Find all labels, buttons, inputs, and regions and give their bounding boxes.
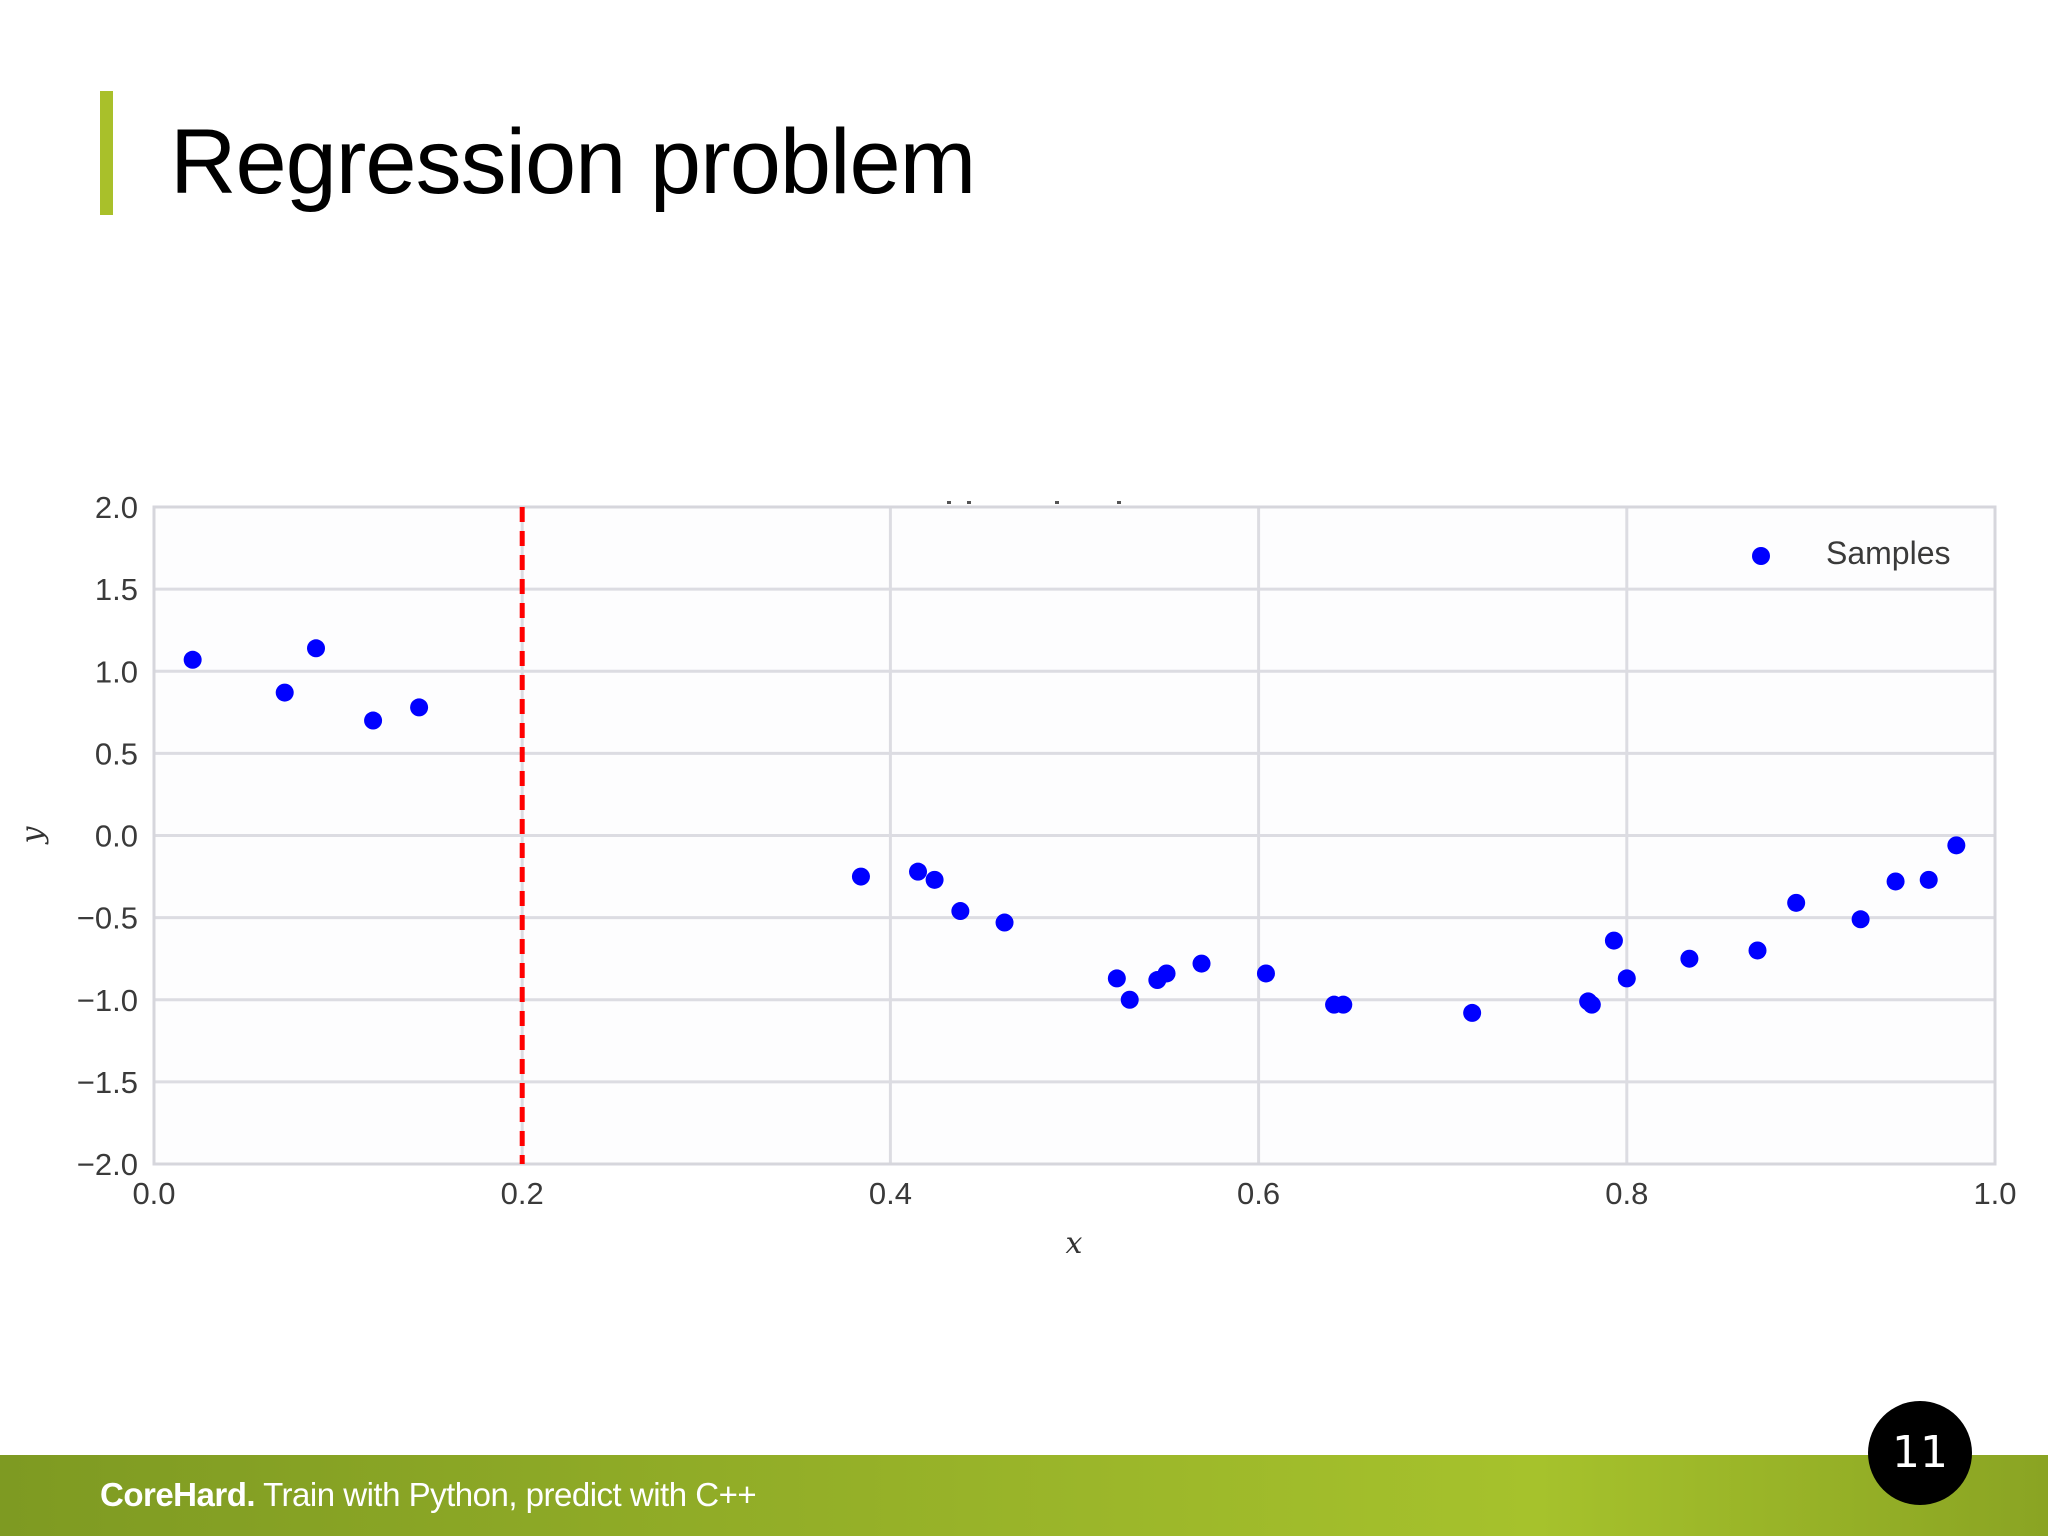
- x-tick-label: 0.4: [869, 1176, 912, 1211]
- data-point: [1463, 1003, 1482, 1022]
- data-point: [1256, 964, 1275, 983]
- footer-text: CoreHard. Train with Python, predict wit…: [100, 1473, 757, 1517]
- data-point: [995, 913, 1014, 932]
- chart-canvas: 2.01.51.00.50.0−0.5−1.0−1.5−2.0 0.0 0.2 0.…: [15, 490, 2017, 1261]
- data-point: [275, 683, 294, 702]
- data-point: [1919, 870, 1938, 889]
- title-remnant-mark: [947, 501, 951, 504]
- y-tick-label: 2.0: [95, 490, 138, 525]
- data-point: [1604, 931, 1623, 950]
- x-tick-label: 0.2: [501, 1176, 544, 1211]
- data-point: [1120, 990, 1139, 1009]
- footer-brand: CoreHard.: [100, 1476, 256, 1513]
- footer-tagline: Train with Python, predict with C++: [255, 1476, 757, 1513]
- x-tick-label: 0.8: [1605, 1176, 1648, 1211]
- data-point: [410, 698, 429, 717]
- x-tick-label: 0.0: [132, 1176, 175, 1211]
- data-point: [1582, 995, 1601, 1014]
- y-tick-label: 0.0: [95, 819, 138, 854]
- title-accent-bar: [100, 91, 113, 215]
- y-tick-label: −2.0: [77, 1147, 138, 1182]
- footer-bar: CoreHard. Train with Python, predict wit…: [0, 1455, 2048, 1536]
- data-point: [1157, 964, 1176, 983]
- y-axis-label: y: [15, 825, 50, 845]
- page-number-badge: 11: [1868, 1401, 1972, 1505]
- plot-area: [152, 505, 1997, 1166]
- data-point: [364, 711, 383, 730]
- data-point: [1748, 941, 1767, 960]
- data-point: [1334, 995, 1353, 1014]
- y-tick-label: 1.0: [95, 654, 138, 689]
- title-remnant-mark: [1055, 501, 1059, 504]
- data-point: [1617, 969, 1636, 988]
- y-tick-label: −0.5: [77, 901, 138, 936]
- y-axis-ticks: 2.0 1.5 1.0 0.5 0.0 −0.5 −1.0 −1.5 −2.0: [77, 490, 138, 1182]
- legend-label: Samples: [1826, 535, 1951, 571]
- legend-marker-icon: [1752, 547, 1770, 565]
- data-point: [925, 870, 944, 889]
- x-tick-label: 0.6: [1237, 1176, 1280, 1211]
- data-point: [951, 902, 970, 921]
- y-tick-label: −1.0: [77, 983, 138, 1018]
- x-axis-label: x: [1066, 1226, 1083, 1261]
- cut-off-title-remnant: [947, 501, 1121, 504]
- scatter-chart: 2.0 1.5 1.0 0.5 0.0 −0.5 −1.0 −1.5 −2.0 0.0 0.2 0.…: [0, 470, 2048, 1270]
- samples-series: [183, 639, 1966, 1022]
- chart-legend: Samples: [1752, 535, 1951, 571]
- data-point: [851, 867, 870, 886]
- data-point: [909, 862, 928, 881]
- x-axis-ticks: 0.0 0.2 0.4 0.6 0.8 1.0: [132, 1176, 2016, 1211]
- chart-grid: [152, 505, 1997, 1166]
- data-point: [1680, 949, 1699, 968]
- y-tick-label: 0.5: [95, 736, 138, 771]
- y-tick-label: 1.5: [95, 572, 138, 607]
- data-point: [1851, 910, 1870, 929]
- x-tick-label: 1.0: [1973, 1176, 2016, 1211]
- title-remnant-mark: [1117, 501, 1121, 504]
- data-point: [1886, 872, 1905, 891]
- data-point: [183, 650, 202, 669]
- title-remnant-mark: [967, 501, 971, 504]
- data-point: [1107, 969, 1126, 988]
- data-point: [307, 639, 326, 658]
- data-point: [1787, 893, 1806, 912]
- slide-title: Regression problem: [170, 111, 976, 213]
- data-point: [1192, 954, 1211, 973]
- data-point: [1947, 836, 1966, 855]
- y-tick-label: −1.5: [77, 1065, 138, 1100]
